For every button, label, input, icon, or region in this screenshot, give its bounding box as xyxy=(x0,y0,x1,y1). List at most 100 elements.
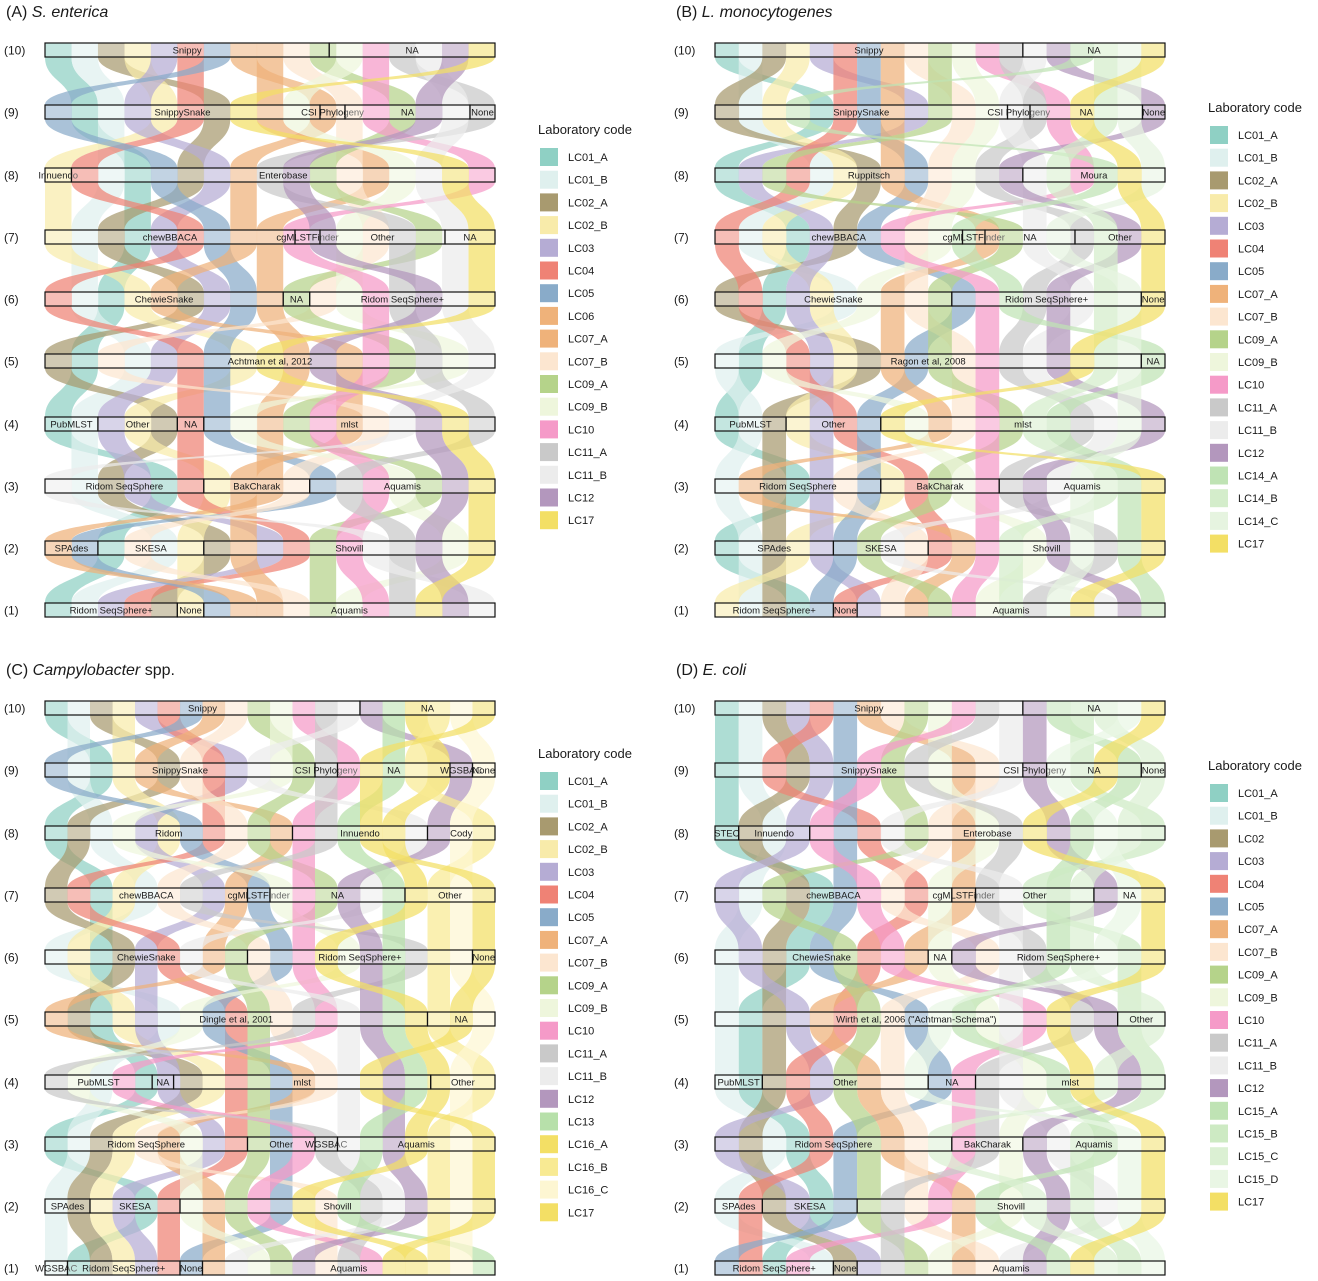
bar-fill-lc06 xyxy=(336,417,364,431)
bar-fill-lc07-a xyxy=(951,888,976,902)
bar-fill-lc15-d xyxy=(1117,1199,1142,1213)
legend-swatch xyxy=(540,1089,558,1108)
flow-lc09-a xyxy=(857,493,952,541)
legend-label: LC17 xyxy=(1238,1197,1264,1209)
bar-fill-lc02-b xyxy=(150,105,178,119)
bar-fill-lc01-b xyxy=(45,1261,68,1275)
bar-fill-lc09-b xyxy=(928,1261,953,1275)
bar-fill-lc10 xyxy=(1046,105,1071,119)
bar-fill-lc03 xyxy=(203,168,231,182)
stratum-label: PubMLST xyxy=(50,420,92,431)
bar-fill-lc17 xyxy=(468,230,496,244)
flow-lc14-a xyxy=(951,182,1118,230)
stratum-label: Innuendo xyxy=(754,829,794,840)
legend-swatch xyxy=(540,999,558,1017)
flow-lc11-a xyxy=(389,306,443,354)
flow-lc10 xyxy=(112,1026,338,1075)
stratum-label: None xyxy=(179,606,202,617)
bar-fill-lc07-b xyxy=(904,541,929,555)
bar-fill-lc11-b xyxy=(999,1075,1024,1089)
flow-lc11-a xyxy=(315,715,338,763)
stratum-label: Other xyxy=(451,1078,475,1089)
bar-fill-lc09-b xyxy=(337,950,361,964)
bar-fill-lc04 xyxy=(157,1199,181,1213)
flow-lc07-a xyxy=(45,555,257,603)
bar-fill-lc01-b xyxy=(715,479,740,493)
stratum-label: Other xyxy=(833,1078,857,1089)
bar-fill-lc05 xyxy=(715,1261,740,1275)
bar-fill-lc01-a xyxy=(124,168,152,182)
bar-fill-lc01-a xyxy=(715,417,740,431)
stratum-label: mlst xyxy=(1014,420,1032,431)
flow-lc03 xyxy=(786,244,834,292)
bar-fill-lc01-b xyxy=(97,168,125,182)
level-label: (7) xyxy=(674,231,689,245)
stratum-label: Dingle et al, 2001 xyxy=(199,1015,273,1026)
bar-fill-lc05 xyxy=(180,1261,203,1275)
bar-fill-lc17 xyxy=(472,950,496,964)
flow-lc11-b xyxy=(247,715,360,763)
flow-lc11-b xyxy=(180,902,383,950)
bar-fill-lc04 xyxy=(124,603,152,617)
bar-fill-lc02-b xyxy=(112,1012,136,1026)
bar-fill-lc03 xyxy=(809,1075,834,1089)
bar-fill-lc03 xyxy=(97,603,125,617)
stratum-box xyxy=(430,1074,496,1090)
bar-fill-lc01-a xyxy=(715,541,740,555)
bar-fill-lc17 xyxy=(450,1012,473,1026)
bar-fill-lc03 xyxy=(904,105,929,119)
bar-fill-lc09-b xyxy=(1022,541,1047,555)
stratum-box xyxy=(1140,762,1166,778)
bar-fill-lc11-b xyxy=(999,763,1024,777)
bar-fill-lc01-a xyxy=(135,1199,158,1213)
stratum-box xyxy=(444,229,496,245)
bar-fill-lc11-b xyxy=(1070,292,1095,306)
bar-fill-lc11-a xyxy=(468,105,496,119)
bar-fill-lc17 xyxy=(382,1261,406,1275)
bar-fill-lc09-a xyxy=(833,950,858,964)
stratum-label: NA xyxy=(1147,357,1161,368)
stratum-label: PubMLST xyxy=(729,420,771,431)
flow-lc17 xyxy=(360,777,383,826)
bar-fill-lc01-a xyxy=(97,541,125,555)
bar-fill-lc13 xyxy=(382,888,406,902)
flow-lc01-a xyxy=(786,1151,834,1199)
legend-swatch xyxy=(540,1021,558,1040)
flow-lc17 xyxy=(1117,182,1165,230)
panel-A: (A) S. enterica Snippy NA (10) SnippySnake CS… xyxy=(4,4,632,618)
stratum-label: SKESA xyxy=(794,1202,826,1213)
legend-label: LC14_C xyxy=(1238,516,1278,528)
bar-fill-lc09-a xyxy=(857,1137,882,1151)
bar-fill-lc09-a xyxy=(283,417,311,431)
bar-fill-lc07-a xyxy=(135,763,158,777)
bar-fill-lc09-b xyxy=(270,701,293,715)
flow-lc09-b xyxy=(928,902,952,950)
bar-fill-lc09-b xyxy=(336,230,364,244)
bar-fill-lc10 xyxy=(247,1199,271,1213)
bar-fill-lc16-b xyxy=(472,1075,496,1089)
bar-fill-lc01-a xyxy=(45,701,68,715)
panel-title: (C) Campylobacter spp. xyxy=(6,662,175,679)
bar-fill-lc07-b xyxy=(270,1012,293,1026)
bar-fill-lc17 xyxy=(472,888,496,902)
bar-fill-lc11-b xyxy=(337,701,361,715)
bar-fill-lc01-a xyxy=(124,230,152,244)
stratum-label: Ridom SeqSphere xyxy=(86,482,164,493)
bar-fill-lc04 xyxy=(833,417,858,431)
stratum-label: NA xyxy=(1087,766,1101,777)
flow-lc02-b xyxy=(112,1089,225,1137)
stratum-label: CSI Phylogeny xyxy=(987,108,1050,119)
bar-fill-lc11-b xyxy=(999,1261,1024,1275)
bar-fill-lc11-a xyxy=(1022,950,1047,964)
stratum-label: Aquamis xyxy=(993,606,1030,617)
bar-fill-lc12 xyxy=(382,1075,406,1089)
flow-lc17 xyxy=(1070,1213,1165,1261)
bar-fill-lc17 xyxy=(468,292,496,306)
bar-fill-lc10 xyxy=(786,1261,811,1275)
stratum-label: PubMLST xyxy=(718,1078,760,1089)
bar-fill-lc17 xyxy=(1093,763,1119,777)
bar-fill-lc17 xyxy=(1141,701,1166,715)
flow-lc15-c xyxy=(928,1151,1047,1199)
bar-fill-lc01-a xyxy=(738,354,763,368)
level-label: (2) xyxy=(674,542,689,556)
